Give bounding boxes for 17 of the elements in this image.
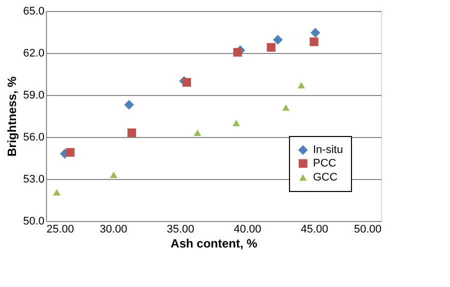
x-tick-label: 40.00 <box>234 224 262 236</box>
y-tick-label: 53.0 <box>23 174 44 186</box>
y-axis-title: Brightness, % <box>5 76 20 157</box>
legend-label: PCC <box>313 158 336 170</box>
y-tick-label: 50.0 <box>23 216 44 228</box>
legend-label: GCC <box>313 172 338 184</box>
y-tick-label: 59.0 <box>23 90 44 102</box>
legend-label: In-situ <box>313 144 343 156</box>
x-tick-label: 35.00 <box>166 224 194 236</box>
x-tick-label: 45.00 <box>300 224 328 236</box>
x-tick-label: 25.00 <box>46 224 74 236</box>
x-axis-title: Ash content, % <box>170 236 258 250</box>
x-tick-label: 50.00 <box>354 224 382 236</box>
y-tick-label: 56.0 <box>23 132 44 144</box>
y-tick-label: 65.0 <box>23 6 44 18</box>
x-tick-label: 30.00 <box>100 224 128 236</box>
y-tick-label: 62.0 <box>23 48 44 60</box>
